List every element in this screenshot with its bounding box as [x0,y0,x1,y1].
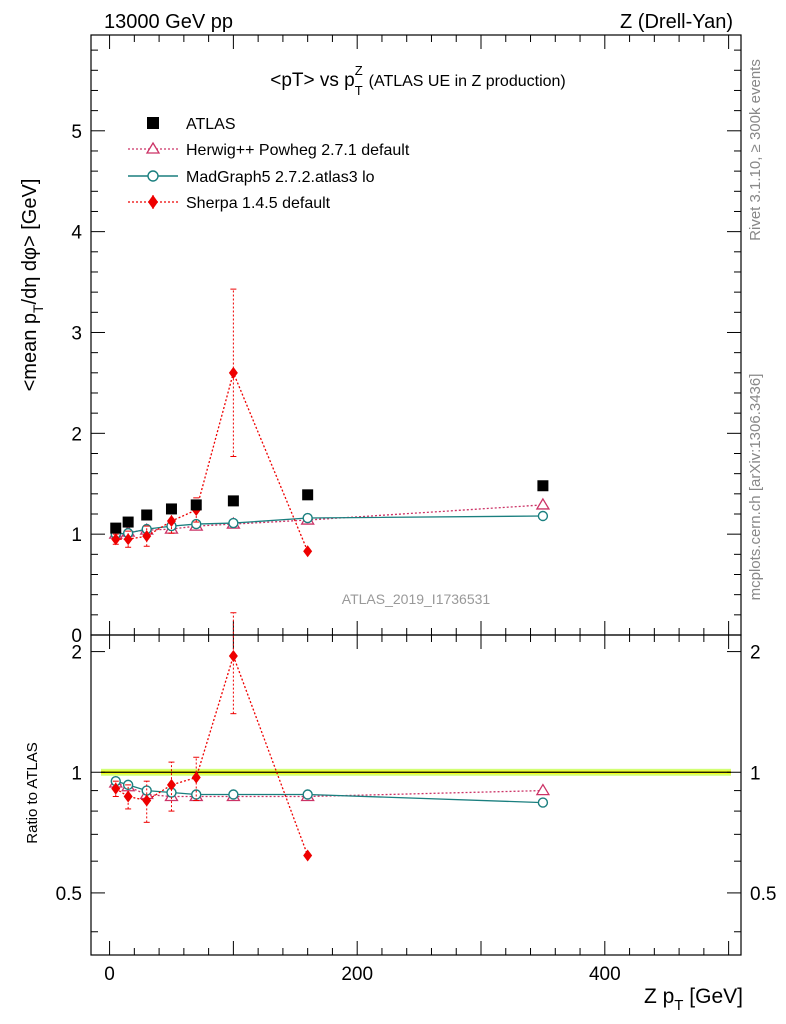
ratio-point-sherpa [303,849,313,862]
ratio-ytick-label: 2 [71,643,82,664]
xtick-label: 0 [104,964,115,985]
main-point-atlas [110,522,122,534]
mcplots-label: mcplots.cern.ch [arXiv:1306.3436] [747,374,764,601]
legend-marker-sherpa [148,195,158,209]
ratio-point-sherpa [228,649,238,662]
main-point-atlas [141,509,153,521]
ratio-series [108,612,551,862]
main-ytick-label: 5 [71,122,82,143]
ratio-point-sherpa [166,778,176,791]
legend-label-sherpa: Sherpa 1.4.5 default [186,195,331,212]
main-ticks [91,35,741,636]
ratio-ytick-label-right: 0.5 [750,884,776,905]
xtick-label: 200 [341,964,373,985]
ratio-line-herwig [115,782,543,798]
header-left: 13000 GeV pp [104,11,233,33]
ratio-point-madgraph [537,797,549,808]
main-point-atlas [165,503,177,515]
ratio-frame [90,634,742,956]
ratio-ticks [91,635,741,955]
ratio-point-madgraph [302,789,313,800]
main-point-madgraph [228,517,239,529]
xtick-label: 400 [589,964,621,985]
ratio-panel: 0.5 0.5 1 1 2 2 0 200 400 Ratio to ATLAS Z pT [… [24,612,777,1014]
ratio-point-sherpa [123,790,133,803]
ratio-ytick-labels: 0.5 0.5 1 1 2 2 [56,643,777,905]
main-line-herwig [115,504,543,535]
ratio-ylabel: Ratio to ATLAS [24,742,41,843]
plot-title: <pT> vs pZ T(ATLAS UE in Z production) [270,63,566,98]
main-point-sherpa [111,533,121,546]
main-point-atlas [122,516,134,528]
main-point-atlas [537,480,549,492]
xlabel: Z pT [GeV] [644,985,743,1014]
main-point-herwig [535,497,551,510]
main-ytick-label: 3 [71,323,82,344]
header-right: Z (Drell-Yan) [620,11,733,33]
ratio-ytick-label-right: 2 [750,643,761,664]
xtick-labels: 0 200 400 [104,964,620,985]
main-ytick-label: 0 [71,626,82,647]
legend-marker-herwig [145,141,161,154]
ratio-ytick-label: 0.5 [56,884,82,905]
main-ylabel: <mean pT/dη dφ> [GeV] [19,179,46,392]
analysis-id: ATLAS_2019_I1736531 [342,591,491,607]
main-point-madgraph [302,512,313,524]
ratio-point-herwig [535,783,551,796]
main-point-atlas [190,499,202,511]
main-point-sherpa [166,515,176,528]
main-panel: 0 1 2 3 4 5 <pT> vs pZ T(ATLAS UE in Z product… [19,34,742,647]
main-series [108,288,551,558]
main-ytick-labels: 0 1 2 3 4 5 [71,122,82,647]
main-point-sherpa [123,533,133,546]
main-point-sherpa [142,530,152,543]
main-point-sherpa [228,366,238,379]
ratio-ytick-label: 1 [71,763,82,784]
ratio-line-sherpa [115,653,309,856]
ratio-point-sherpa [111,782,121,795]
main-point-atlas [227,495,239,507]
ratio-band [101,768,731,776]
main-point-sherpa [303,545,313,558]
main-ytick-label: 2 [71,424,82,445]
ratio-point-sherpa [191,771,201,784]
legend-label-herwig: Herwig++ Powheg 2.7.1 default [186,142,410,159]
main-line-madgraph5 [115,515,543,535]
legend-marker-atlas [147,117,159,129]
legend: ATLAS Herwig++ Powheg 2.7.1 default MadG… [128,116,410,212]
main-ytick-label: 1 [71,525,82,546]
legend-marker-madgraph [147,170,159,182]
main-ytick-label: 4 [71,223,82,244]
rivet-label: Rivet 3.1.10, ≥ 300k events [747,59,764,241]
main-point-atlas [302,489,314,501]
ratio-ytick-label-right: 1 [750,763,761,784]
ratio-point-madgraph [228,789,239,800]
ratio-point-sherpa [142,794,152,807]
legend-label-madgraph: MadGraph5 2.7.2.atlas3 lo [186,169,375,186]
legend-label-atlas: ATLAS [186,116,236,133]
main-point-madgraph [537,510,549,522]
